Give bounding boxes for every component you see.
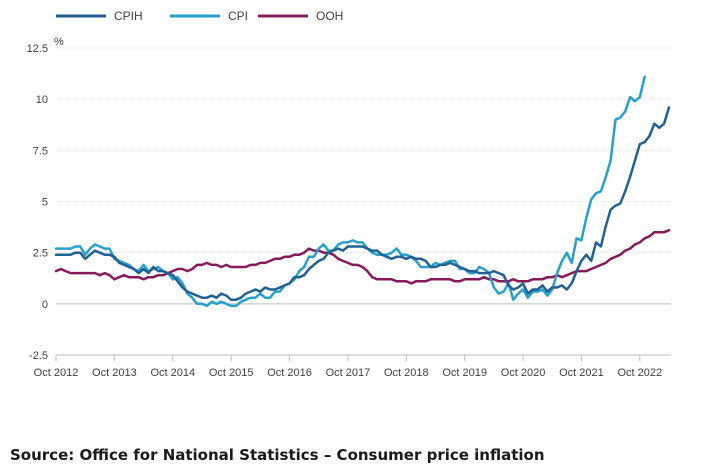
y-axis: 12.5 10 7.5 5 2.5 0 -2.5 — [27, 43, 48, 362]
x-tick-label: Oct 2012 — [34, 367, 79, 379]
x-tick-label: Oct 2017 — [326, 367, 371, 379]
x-tick-label: Oct 2022 — [617, 367, 662, 379]
x-tick-label: Oct 2014 — [150, 367, 195, 379]
y-tick-label: 5 — [42, 197, 48, 209]
x-tick-label: Oct 2019 — [442, 367, 487, 379]
chart-gridlines — [56, 47, 671, 356]
chart-series — [54, 75, 671, 308]
x-tick-label: Oct 2021 — [559, 367, 604, 379]
legend-label-ooh: OOH — [316, 9, 343, 23]
y-axis-unit-label: % — [54, 36, 64, 48]
y-tick-label: 7.5 — [33, 145, 48, 157]
y-tick-label: 10 — [36, 94, 48, 106]
y-tick-label: -2.5 — [29, 350, 48, 362]
series-line-cpih — [54, 106, 671, 301]
y-tick-label: 0 — [42, 299, 48, 311]
series-line-ooh — [54, 228, 671, 285]
chart-legend: CPIH CPI OOH — [56, 9, 343, 23]
legend-label-cpih: CPIH — [114, 9, 143, 23]
x-tick-label: Oct 2013 — [92, 367, 137, 379]
x-tick-label: Oct 2020 — [501, 367, 546, 379]
source-caption: Source: Office for National Statistics –… — [10, 446, 545, 464]
series-line-cpi — [54, 75, 646, 308]
x-tick-label: Oct 2018 — [384, 367, 429, 379]
x-tick-label: Oct 2016 — [267, 367, 312, 379]
legend-label-cpi: CPI — [228, 9, 248, 23]
x-axis: Oct 2012 Oct 2013 Oct 2014 Oct 2015 Oct 2016… — [34, 354, 671, 379]
y-tick-label: 2.5 — [33, 248, 48, 260]
y-tick-label: 12.5 — [27, 43, 48, 55]
x-tick-label: Oct 2015 — [209, 367, 254, 379]
